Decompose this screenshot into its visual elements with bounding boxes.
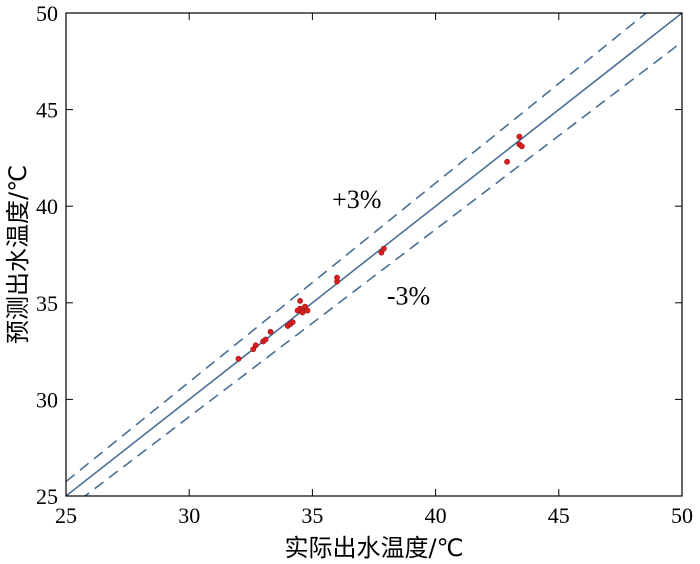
labels: 实际出水温度/℃ 预测出水温度/℃: [4, 165, 464, 562]
plot-frame: [65, 12, 683, 497]
y-tick-label: 50: [36, 1, 58, 26]
reference-line-identity: [66, 13, 682, 496]
data-point: [504, 158, 510, 165]
reference-line-minus-3pct: [83, 41, 682, 496]
data-point: [252, 342, 259, 349]
x-tick-label: 25: [55, 503, 77, 528]
data-point: [289, 319, 296, 326]
data-point: [334, 274, 340, 281]
x-axis-label: 实际出水温度/℃: [284, 534, 463, 562]
y-axis-label: 预测出水温度/℃: [4, 165, 32, 344]
data-point: [235, 355, 242, 362]
x-tick-label: 40: [425, 503, 447, 528]
data-point: [518, 143, 525, 150]
annotation-label: -3%: [387, 282, 430, 311]
reference-line-plus-3pct: [66, 13, 648, 483]
y-tick-label: 30: [36, 387, 58, 412]
y-tick-label: 45: [36, 98, 58, 123]
plot-area: [66, 13, 682, 496]
x-tick-label: 35: [301, 503, 323, 528]
x-tick-label: 45: [548, 503, 570, 528]
data-point: [380, 245, 387, 252]
data-points: [235, 133, 525, 362]
data-point: [516, 133, 523, 140]
data-point: [262, 336, 269, 343]
data-point: [267, 328, 274, 335]
data-point: [297, 297, 303, 304]
y-tick-label: 35: [36, 291, 58, 316]
x-tick-label: 50: [671, 503, 693, 528]
axes: 25 30 35 40 45 50 25 30 35 40 45 50 +3% -3%: [36, 1, 693, 528]
x-tick-label: 30: [178, 503, 200, 528]
y-tick-label: 40: [36, 194, 58, 219]
y-tick-label: 25: [36, 484, 58, 509]
annotation-label: +3%: [332, 185, 381, 214]
data-point: [299, 309, 306, 316]
data-point: [294, 307, 301, 314]
data-point: [304, 307, 311, 314]
